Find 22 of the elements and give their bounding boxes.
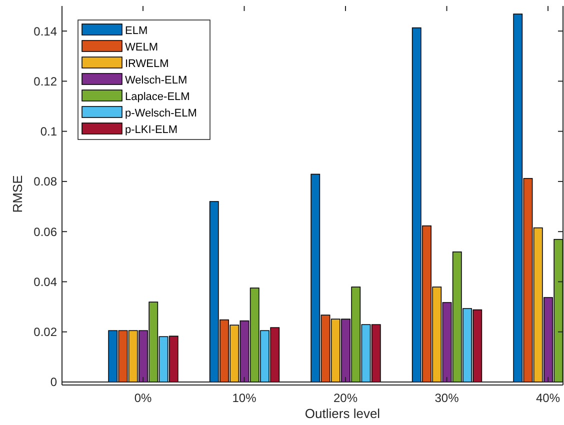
legend-label: Laplace-ELM bbox=[125, 90, 190, 103]
y-tick-label: 0.14 bbox=[34, 24, 58, 38]
x-axis-title: Outliers level bbox=[304, 406, 380, 421]
y-tick-label: 0.12 bbox=[34, 74, 58, 88]
x-tick-label: 30% bbox=[434, 391, 460, 405]
y-tick-label: 0.04 bbox=[34, 274, 58, 289]
legend-label: IRWELM bbox=[125, 58, 169, 70]
y-tick-label: 0.06 bbox=[34, 224, 58, 239]
x-tick-label: 0% bbox=[134, 391, 152, 405]
x-tick-label: 20% bbox=[333, 391, 358, 405]
legend-label: ELM bbox=[125, 24, 148, 37]
y-tick-label: 0.1 bbox=[40, 124, 58, 139]
x-tick-label: 40% bbox=[536, 391, 560, 405]
y-axis-title: RMSE bbox=[10, 174, 25, 213]
y-tick-label: 0.02 bbox=[34, 325, 58, 340]
legend-label: WELM bbox=[125, 41, 158, 54]
y-tick-label: 0 bbox=[50, 375, 58, 390]
y-tick-label: 0.08 bbox=[34, 174, 58, 189]
legend-label: p-LKI-ELM bbox=[125, 124, 178, 136]
x-tick-label: 10% bbox=[232, 391, 257, 405]
legend-label: p-Welsch-ELM bbox=[125, 107, 197, 120]
legend-label: Welsch-ELM bbox=[125, 74, 188, 86]
